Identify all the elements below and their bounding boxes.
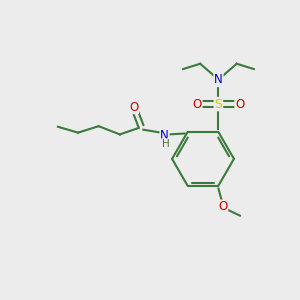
- Text: O: O: [218, 200, 227, 213]
- Text: H: H: [162, 139, 169, 149]
- Text: O: O: [129, 100, 138, 113]
- Text: S: S: [214, 98, 223, 111]
- Text: O: O: [193, 98, 202, 111]
- Text: N: N: [160, 128, 169, 142]
- Text: O: O: [235, 98, 244, 111]
- Text: N: N: [214, 74, 223, 86]
